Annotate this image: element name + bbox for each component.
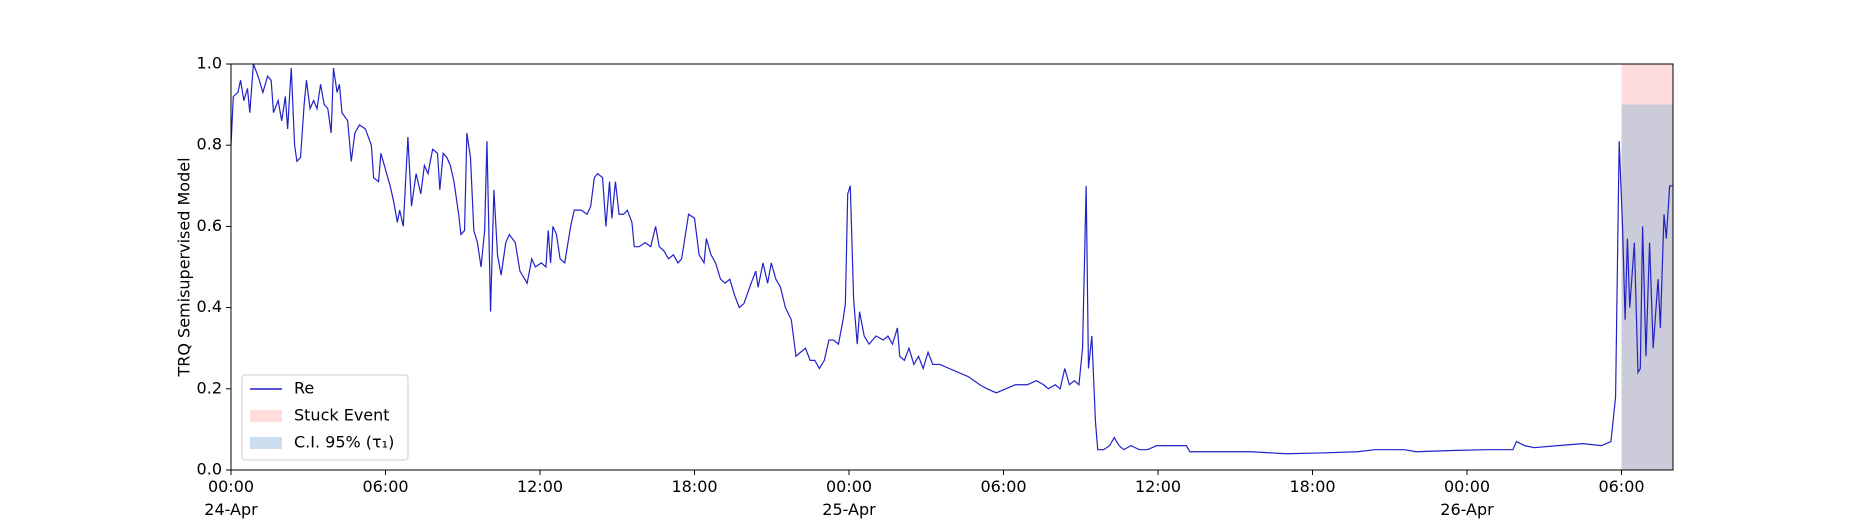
legend-swatch xyxy=(250,410,282,422)
y-axis-label: TRQ Semisupervised Model xyxy=(175,157,194,377)
x-tick-label: 06:00 xyxy=(1598,477,1644,496)
span xyxy=(1621,64,1673,470)
x-tick-date: 24-Apr xyxy=(204,500,258,519)
x-tick-date: 26-Apr xyxy=(1440,500,1494,519)
legend-label: Stuck Event xyxy=(294,406,390,425)
legend-swatch xyxy=(250,437,282,449)
x-tick-label: 00:00 xyxy=(1444,477,1490,496)
span xyxy=(1621,104,1673,470)
x-tick-label: 12:00 xyxy=(517,477,563,496)
y-tick-label: 0.4 xyxy=(197,297,222,316)
x-tick-label: 18:00 xyxy=(671,477,717,496)
x-tick-label: 12:00 xyxy=(1135,477,1181,496)
legend-box xyxy=(241,374,409,461)
x-tick-label: 06:00 xyxy=(980,477,1026,496)
legend-label: Re xyxy=(294,379,314,398)
x-tick-label: 06:00 xyxy=(362,477,408,496)
y-tick-label: 0.2 xyxy=(197,378,222,397)
x-tick-label: 00:00 xyxy=(208,477,254,496)
legend: Re Stuck Event C.I. 95% (τ₁) xyxy=(241,374,409,461)
plot-frame xyxy=(230,63,1674,471)
x-tick-label: 18:00 xyxy=(1289,477,1335,496)
y-tick-label: 0.6 xyxy=(197,216,222,235)
x-tick-date: 25-Apr xyxy=(822,500,876,519)
data-line xyxy=(230,63,1673,455)
y-tick-label: 0.8 xyxy=(197,135,222,154)
legend-label: C.I. 95% (τ₁) xyxy=(294,433,394,452)
y-tick-label: 1.0 xyxy=(197,54,222,73)
y-tick-label: 0.0 xyxy=(197,460,222,479)
x-tick-label: 00:00 xyxy=(826,477,872,496)
